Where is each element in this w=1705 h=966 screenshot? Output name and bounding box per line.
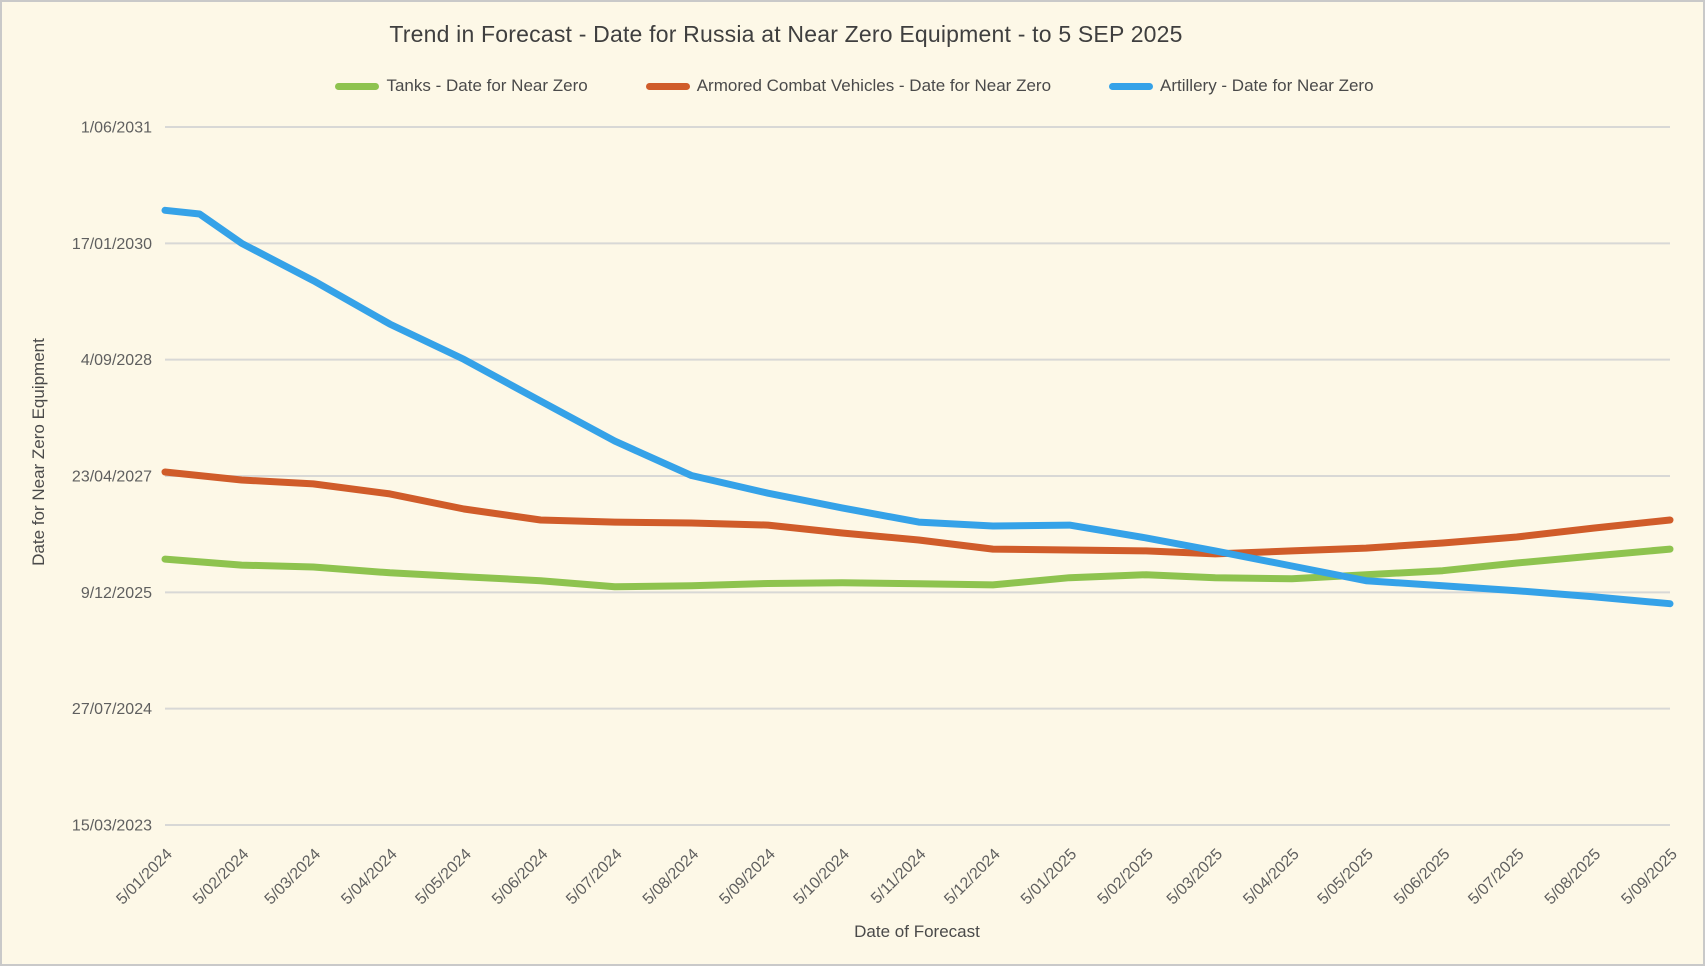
y-tick-label: 9/12/2025: [81, 585, 152, 602]
gridlines: [165, 126, 1670, 826]
series-lines: [161, 206, 1674, 608]
chart-legend: Tanks - Date for Near Zero Armored Comba…: [2, 73, 1703, 99]
x-tick-label: 5/06/2025: [1391, 846, 1453, 908]
series-line: [161, 468, 1674, 558]
y-axis-title: Date for Near Zero Equipment: [29, 338, 48, 566]
y-tick-label: 17/01/2030: [72, 236, 152, 253]
x-tick-label: 5/09/2025: [1618, 846, 1680, 908]
legend-label-tanks: Tanks - Date for Near Zero: [386, 76, 588, 95]
y-tick-label: 27/07/2024: [72, 701, 152, 718]
x-tick-label: 5/12/2024: [941, 846, 1003, 908]
x-tick-label: 5/06/2024: [489, 846, 551, 908]
x-tick-label: 5/02/2025: [1095, 846, 1157, 908]
x-axis-title: Date of Forecast: [854, 922, 980, 941]
series-line: [161, 545, 1674, 591]
y-tick-label: 15/03/2023: [72, 818, 152, 835]
x-tick-label: 5/05/2025: [1315, 846, 1377, 908]
y-axis-tick-labels: 15/03/2023 27/07/2024 9/12/2025 23/04/2027 4…: [72, 120, 152, 835]
y-tick-label: 1/06/2031: [81, 120, 152, 137]
x-tick-label: 5/01/2025: [1018, 846, 1080, 908]
x-tick-label: 5/04/2024: [338, 846, 400, 908]
artillery-line-swatch-icon: [1109, 82, 1154, 90]
y-tick-label: 4/09/2028: [81, 352, 152, 369]
y-tick-label: 23/04/2027: [72, 469, 152, 486]
x-tick-label: 5/04/2025: [1240, 846, 1302, 908]
legend-label-artillery: Artillery - Date for Near Zero: [1160, 76, 1374, 95]
legend-item-armored-combat-vehicles: Armored Combat Vehicles - Date for Near …: [645, 76, 1052, 96]
x-tick-label: 5/03/2024: [262, 846, 324, 908]
x-tick-label: 5/10/2024: [791, 846, 853, 908]
armored-combat-vehicles-line-swatch-icon: [645, 82, 690, 90]
x-tick-label: 5/07/2024: [563, 846, 625, 908]
legend-item-artillery: Artillery - Date for Near Zero: [1109, 76, 1374, 96]
chart-title: Trend in Forecast - Date for Russia at N…: [389, 21, 1183, 47]
x-tick-label: 5/08/2024: [640, 846, 702, 908]
x-tick-label: 5/03/2025: [1164, 846, 1226, 908]
series-line: [161, 206, 1674, 608]
x-tick-label: 5/09/2024: [716, 846, 778, 908]
x-tick-label: 5/02/2024: [190, 846, 252, 908]
tanks-line-swatch-icon: [335, 82, 380, 90]
x-tick-label: 5/05/2024: [412, 846, 474, 908]
x-axis-tick-labels: 5/01/2024 5/02/2024 5/03/2024 5/04/2024 5/05…: [113, 846, 1680, 908]
x-tick-label: 5/11/2024: [868, 846, 930, 908]
x-tick-label: 5/08/2025: [1542, 846, 1604, 908]
x-tick-label: 5/01/2024: [113, 846, 175, 908]
legend-label-armored-combat-vehicles: Armored Combat Vehicles - Date for Near …: [696, 76, 1052, 95]
x-tick-label: 5/07/2025: [1465, 846, 1527, 908]
legend-item-tanks: Tanks - Date for Near Zero: [335, 76, 588, 96]
